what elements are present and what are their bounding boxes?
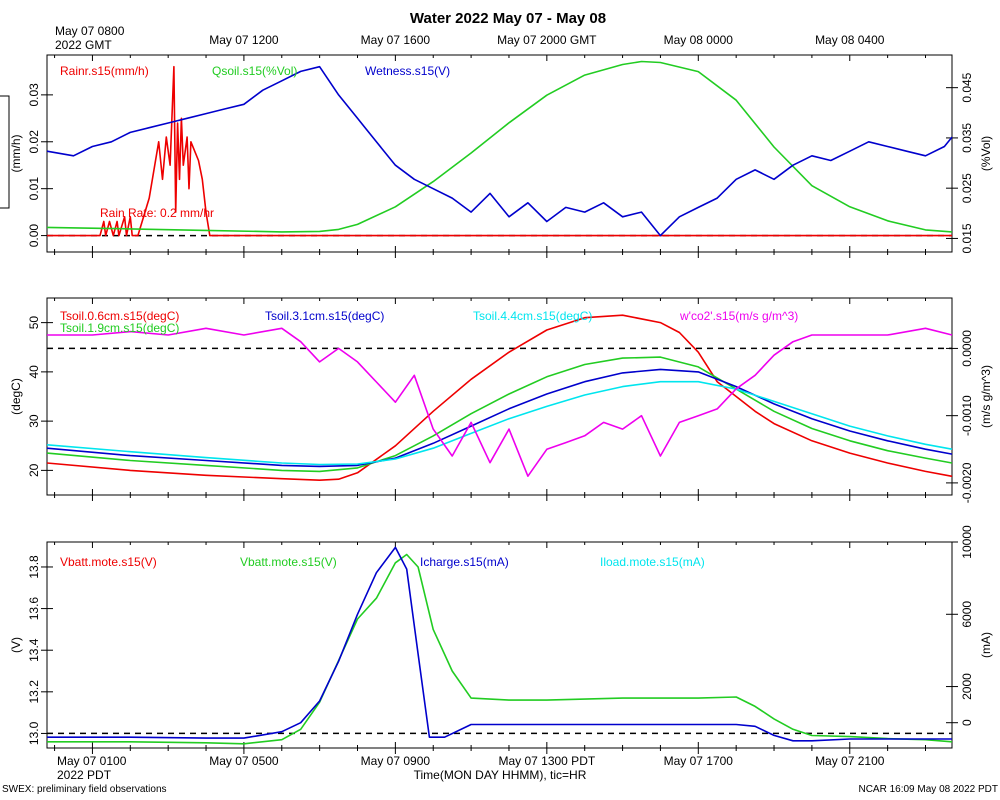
panel-3: 13.0 13.2 13.4 13.6 13.8 0 2000 6000 10000 (V) (mA… <box>9 525 993 754</box>
legend-label: Iload.mote.s15(mA) <box>600 555 705 569</box>
right-axis-title: (m/s g/m^3) <box>979 365 993 428</box>
legend-label: Wetness.s15(V) <box>365 64 450 78</box>
legend-label: w'co2'.s15(m/s g/m^3) <box>679 309 798 323</box>
left-y-tick-label: 0.03 <box>27 83 41 107</box>
series-line <box>47 546 952 742</box>
legend-artifact-box <box>0 95 10 209</box>
legend-label: Vbatt.mote.s15(V) <box>60 555 157 569</box>
right-y-tick-label: 0 <box>960 719 974 726</box>
plot-frame <box>46 297 953 496</box>
top-axis-label: May 07 1200 <box>209 33 279 47</box>
footer-right: NCAR 16:09 May 08 2022 PDT <box>858 784 998 795</box>
series-line <box>46 380 953 466</box>
left-y-tick-label: 0.00 <box>27 224 41 248</box>
bottom-axis-label: May 07 1300 PDT <box>498 754 595 768</box>
footer-left: SWEX: preliminary field observations <box>2 784 167 795</box>
left-y-tick-label: 20 <box>27 463 41 477</box>
bottom-axis-first-label: May 07 0100 <box>57 754 127 768</box>
legend-label: Icharge.s15(mA) <box>420 555 509 569</box>
right-y-tick-label: 0.0000 <box>960 330 974 367</box>
left-axis-title: (V) <box>9 637 23 653</box>
left-y-tick-label: 13.8 <box>27 555 41 579</box>
left-axis-title: (mm/h) <box>9 135 23 173</box>
plot-frame <box>46 54 953 253</box>
bottom-axis-label: May 07 0900 <box>361 754 431 768</box>
left-y-tick-label: 30 <box>27 414 41 428</box>
top-axis-label: May 07 2000 GMT <box>497 33 597 47</box>
right-y-tick-label: 0.035 <box>960 123 974 153</box>
left-y-tick-label: 13.0 <box>27 721 41 745</box>
right-y-tick-label: 2000 <box>960 673 974 700</box>
left-y-tick-label: 13.4 <box>27 638 41 662</box>
series-line <box>46 356 953 473</box>
top-axis-first-label: May 07 0800 <box>55 24 125 38</box>
series-line <box>46 368 953 468</box>
left-y-tick-label: 13.6 <box>27 597 41 621</box>
bottom-axis-label: May 07 2100 <box>815 754 885 768</box>
legend-label: Tsoil.3.1cm.s15(degC) <box>265 309 384 323</box>
left-axis-title: (degC) <box>9 378 23 415</box>
panel-1: 0.00 0.01 0.02 0.03 0.015 0.025 0.035 0.045 (mm/… <box>9 54 993 258</box>
bottom-axis-first-sublabel: 2022 PDT <box>57 768 112 782</box>
bottom-axis-label: May 07 1700 <box>664 754 734 768</box>
left-y-tick-label: 0.02 <box>27 130 41 154</box>
right-y-tick-label: 6000 <box>960 601 974 628</box>
bottom-axis-label: May 07 0500 <box>209 754 279 768</box>
right-y-tick-label: 10000 <box>960 525 974 559</box>
series-line <box>46 60 953 233</box>
right-y-tick-label: -0.0010 <box>960 395 974 436</box>
right-y-tick-label: 0.015 <box>960 223 974 253</box>
top-axis-label: May 07 1600 <box>361 33 431 47</box>
legend-label: Qsoil.s15(%Vol) <box>212 64 297 78</box>
panel-2: 20 30 40 50 -0.0020 -0.0010 0.0000 (degC) (m/s g… <box>9 297 993 503</box>
series-line <box>46 65 953 237</box>
top-axis-label: May 08 0000 <box>664 33 734 47</box>
legend-label: Tsoil.4.4cm.s15(degC) <box>473 309 592 323</box>
right-y-tick-label: 0.045 <box>960 72 974 102</box>
right-axis-title: (%Vol) <box>979 136 993 171</box>
series-line <box>47 327 953 478</box>
legend-label: Vbatt.mote.s15(V) <box>240 555 337 569</box>
top-axis-first-sublabel: 2022 GMT <box>55 38 112 52</box>
right-y-tick-label: -0.0020 <box>960 462 974 503</box>
rain-rate-annotation: Rain Rate: 0.2 mm/hr <box>100 206 214 220</box>
left-y-tick-label: 40 <box>27 365 41 379</box>
plot-frame <box>46 541 953 749</box>
x-axis-title: Time(MON DAY HHMM), tic=HR <box>414 768 587 782</box>
left-y-tick-label: 13.2 <box>27 680 41 704</box>
top-axis-label: May 08 0400 <box>815 33 885 47</box>
series-line <box>47 553 953 745</box>
right-y-tick-label: 0.025 <box>960 173 974 203</box>
legend-label: Tsoil.0.6cm.s15(degC) <box>60 309 179 323</box>
right-axis-title: (mA) <box>979 632 993 658</box>
left-y-tick-label: 50 <box>27 316 41 330</box>
chart-title: Water 2022 May 07 - May 08 <box>410 10 606 27</box>
legend-label: Rainr.s15(mm/h) <box>60 64 149 78</box>
series-line <box>47 65 952 237</box>
series-line <box>46 314 953 482</box>
legend-label: Tsoil.1.9cm.s15(degC) <box>60 321 179 335</box>
left-y-tick-label: 0.01 <box>27 177 41 201</box>
